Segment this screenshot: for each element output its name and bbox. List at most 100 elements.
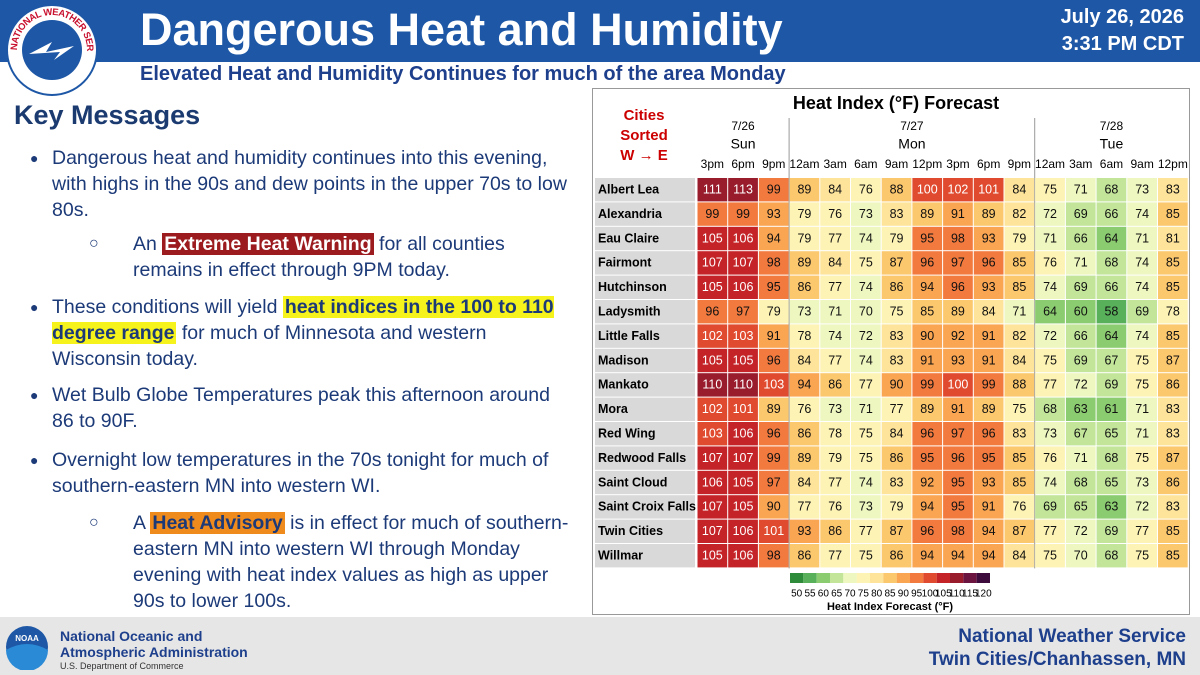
heat-cell bbox=[1158, 324, 1188, 348]
heat-value: 74 bbox=[1135, 329, 1149, 343]
heat-cell bbox=[1035, 495, 1065, 519]
heat-cell bbox=[1096, 544, 1127, 568]
heat-value: 58 bbox=[1104, 304, 1118, 318]
heat-value: 95 bbox=[767, 280, 781, 294]
heat-value: 69 bbox=[1074, 207, 1088, 221]
heat-value: 89 bbox=[951, 304, 965, 318]
heat-cell bbox=[728, 202, 758, 226]
heat-value: 89 bbox=[920, 402, 934, 416]
heat-cell bbox=[943, 226, 973, 251]
city-cell bbox=[595, 544, 695, 568]
heat-value: 65 bbox=[1104, 475, 1118, 489]
text: These conditions will yield bbox=[52, 296, 283, 318]
heat-value: 106 bbox=[733, 231, 754, 245]
heat-cell bbox=[728, 275, 758, 299]
heat-cell bbox=[728, 251, 758, 275]
heat-cell bbox=[1127, 324, 1157, 348]
heat-cell bbox=[820, 397, 850, 421]
time: 9pm bbox=[762, 157, 785, 171]
heat-cell bbox=[912, 226, 943, 251]
heat-cell bbox=[912, 544, 943, 568]
heat-cell bbox=[881, 519, 912, 543]
heat-value: 77 bbox=[828, 231, 842, 245]
heat-cell bbox=[1065, 300, 1096, 324]
city: Albert Lea bbox=[598, 182, 660, 196]
heat-value: 86 bbox=[828, 378, 842, 392]
city: Fairmont bbox=[598, 256, 652, 270]
heat-value: 69 bbox=[1074, 280, 1088, 294]
heat-value: 75 bbox=[1043, 548, 1057, 562]
heat-cell bbox=[943, 202, 973, 226]
heat-value: 89 bbox=[767, 402, 781, 416]
heat-value: 106 bbox=[733, 426, 754, 440]
heat-value: 72 bbox=[1043, 207, 1057, 221]
heat-value: 79 bbox=[890, 500, 904, 514]
heat-cell bbox=[912, 470, 943, 495]
colorbar-tick: 85 bbox=[884, 589, 896, 600]
heat-cell bbox=[758, 202, 789, 226]
heat-value: 96 bbox=[920, 256, 934, 270]
heat-value: 73 bbox=[1135, 182, 1149, 196]
heat-value: 107 bbox=[702, 256, 723, 270]
heat-cell bbox=[851, 275, 881, 299]
heat-value: 96 bbox=[705, 304, 719, 318]
colorbar-swatch bbox=[896, 573, 910, 583]
heat-value: 86 bbox=[797, 548, 811, 562]
colorbar-tick: 55 bbox=[804, 589, 816, 600]
text: Wet Bulb Globe Temperatures peak this af… bbox=[52, 384, 550, 432]
sort-note: Sorted bbox=[620, 127, 668, 144]
heat-cell bbox=[851, 470, 881, 495]
heat-value: 95 bbox=[920, 231, 934, 245]
heat-cell bbox=[1127, 178, 1157, 202]
heat-value: 61 bbox=[1104, 402, 1118, 416]
city-cell bbox=[595, 348, 695, 373]
heat-cell bbox=[1004, 324, 1035, 348]
heat-value: 85 bbox=[1166, 524, 1180, 538]
heat-cell bbox=[758, 397, 789, 421]
heat-cell bbox=[1065, 178, 1096, 202]
heat-cell bbox=[973, 495, 1004, 519]
heat-value: 105 bbox=[702, 280, 723, 294]
heat-cell bbox=[789, 519, 820, 543]
day: Mon bbox=[898, 136, 925, 152]
heat-value: 79 bbox=[828, 451, 842, 465]
heat-value: 75 bbox=[1135, 378, 1149, 392]
heat-value: 91 bbox=[982, 329, 996, 343]
heat-cell bbox=[912, 495, 943, 519]
heat-value: 91 bbox=[982, 500, 996, 514]
heat-value: 71 bbox=[1074, 451, 1088, 465]
heat-value: 105 bbox=[733, 500, 754, 514]
heat-value: 86 bbox=[828, 524, 842, 538]
heat-value: 75 bbox=[859, 451, 873, 465]
heat-value: 77 bbox=[890, 402, 904, 416]
heat-value: 79 bbox=[797, 231, 811, 245]
heat-cell bbox=[789, 275, 820, 299]
heat-value: 85 bbox=[1012, 256, 1026, 270]
heat-value: 113 bbox=[733, 182, 753, 196]
heat-value: 94 bbox=[982, 548, 996, 562]
heat-cell bbox=[912, 422, 943, 446]
heat-cell bbox=[1096, 178, 1127, 202]
heat-value: 74 bbox=[859, 353, 873, 367]
date: 7/27 bbox=[900, 119, 924, 133]
heat-value: 88 bbox=[890, 182, 904, 196]
heat-cell bbox=[943, 251, 973, 275]
heat-cell bbox=[1035, 470, 1065, 495]
heat-cell bbox=[912, 202, 943, 226]
heat-value: 73 bbox=[1135, 475, 1149, 489]
time: 6am bbox=[854, 157, 877, 171]
heat-value: 84 bbox=[982, 304, 996, 318]
sort-note: Cities bbox=[624, 107, 665, 124]
heat-cell bbox=[1096, 519, 1127, 543]
city-cell bbox=[595, 178, 695, 202]
heat-value: 75 bbox=[859, 548, 873, 562]
time: 6am bbox=[1100, 157, 1123, 171]
heat-value: 85 bbox=[1166, 548, 1180, 562]
heat-cell bbox=[697, 300, 728, 324]
heat-value: 78 bbox=[828, 426, 842, 440]
heat-cell bbox=[1035, 422, 1065, 446]
heat-value: 93 bbox=[767, 207, 781, 221]
heat-cell bbox=[1127, 373, 1157, 397]
heat-value: 77 bbox=[828, 548, 842, 562]
time: 3am bbox=[823, 157, 846, 171]
